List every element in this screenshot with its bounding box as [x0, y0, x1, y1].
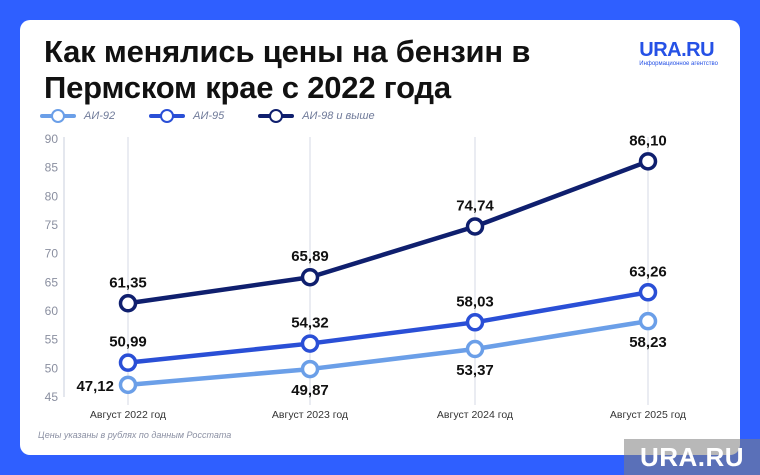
data-point — [300, 359, 320, 379]
x-tick-label: Август 2023 год — [272, 409, 348, 421]
brand-logo[interactable]: URA.RU Информационное агентство — [639, 40, 718, 68]
legend-item-ai92: АИ-92 — [40, 109, 116, 123]
data-point — [465, 313, 485, 332]
data-label: 53,37 — [456, 362, 494, 379]
y-tick-label: 60 — [45, 304, 59, 318]
data-label: 58,03 — [456, 293, 494, 310]
data-point — [638, 283, 658, 302]
brand-name: URA.RU — [639, 39, 715, 61]
data-label: 47,12 — [76, 378, 114, 395]
data-point — [638, 311, 658, 331]
y-tick-label: 50 — [45, 361, 59, 375]
legend: АИ-92 АИ-95 АИ-98 и выше — [40, 109, 375, 123]
data-label: 54,32 — [291, 315, 329, 332]
data-label: 58,23 — [629, 334, 667, 351]
data-label: 74,74 — [456, 197, 494, 214]
data-point — [118, 294, 138, 313]
data-label: 49,87 — [291, 382, 329, 399]
data-point — [465, 339, 485, 359]
line-chart: 45 50 55 60 65 70 75 80 85 90 Август 2022 год Авгус… — [45, 132, 686, 421]
data-point — [300, 334, 320, 353]
brand-subtitle: Информационное агентство — [639, 61, 718, 67]
legend-marker-ai98 — [258, 109, 295, 123]
legend-marker-ai95 — [149, 109, 186, 123]
data-label: 50,99 — [109, 334, 147, 351]
legend-marker-ai92 — [40, 109, 76, 123]
series-line-0 — [125, 318, 651, 388]
data-point — [638, 152, 658, 171]
chart-title: Как менялись цены на бензин в Пермском к… — [44, 34, 531, 105]
y-tick-label: 90 — [45, 132, 59, 146]
y-tick-label: 80 — [45, 189, 59, 203]
y-tick-label: 55 — [45, 333, 59, 347]
series-line-1 — [125, 290, 651, 365]
legend-item-ai95: АИ-95 — [149, 109, 225, 123]
x-tick-label: Август 2022 год — [90, 409, 166, 421]
data-label: 65,89 — [291, 248, 329, 265]
legend-label-ai95: АИ-95 — [193, 110, 225, 122]
legend-label-ai98: АИ-98 и выше — [302, 110, 375, 122]
series-line-2 — [125, 159, 651, 306]
footnote: Цены указаны в рублях по данным Росстата — [38, 430, 232, 440]
legend-label-ai92: АИ-92 — [84, 110, 116, 122]
y-tick-label: 45 — [45, 390, 59, 404]
x-tick-label: Август 2025 год — [610, 409, 686, 421]
chart-card: Как менялись цены на бензин в Пермском к… — [20, 20, 740, 455]
data-point — [118, 375, 138, 395]
data-point — [118, 353, 138, 372]
x-tick-label: Август 2024 год — [437, 409, 513, 421]
data-label: 86,10 — [629, 132, 667, 149]
y-tick-label: 75 — [45, 218, 59, 232]
y-tick-label: 70 — [45, 247, 59, 261]
watermark: URA.RU — [624, 439, 760, 475]
data-point — [300, 267, 320, 287]
y-tick-label: 85 — [45, 161, 59, 175]
data-point — [465, 217, 485, 236]
legend-item-ai98: АИ-98 и выше — [258, 109, 375, 123]
y-tick-label: 65 — [45, 275, 59, 289]
data-label: 63,26 — [629, 263, 667, 280]
data-label: 61,35 — [109, 274, 147, 291]
